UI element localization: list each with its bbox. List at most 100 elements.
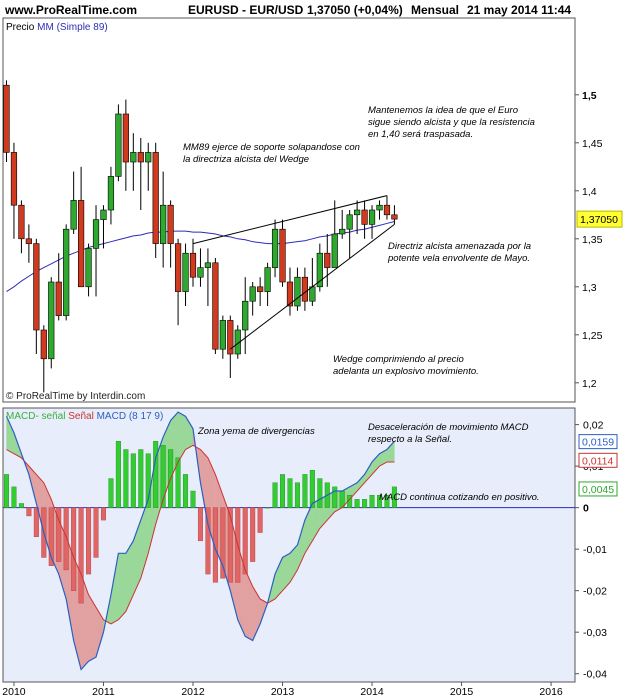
histogram-bar xyxy=(71,507,77,591)
annotation-macd-deceleration: Desaceleración de movimiento MACD respect… xyxy=(368,422,529,445)
candle xyxy=(152,142,159,258)
price-tick-label: 1,4 xyxy=(582,186,597,198)
candle-body xyxy=(137,152,144,163)
candle xyxy=(257,277,264,306)
candle xyxy=(33,238,40,354)
candle xyxy=(137,138,144,210)
x-tick-label: 2012 xyxy=(181,686,205,698)
x-tick-label: 2013 xyxy=(271,686,295,698)
histogram-bar xyxy=(369,494,375,508)
candle-body xyxy=(331,233,338,268)
candle-body xyxy=(63,228,70,316)
histogram-bar xyxy=(332,486,338,508)
candle-body xyxy=(368,209,376,225)
candle-body xyxy=(339,228,346,235)
candle xyxy=(264,262,271,306)
candle xyxy=(316,243,323,292)
histogram-bar xyxy=(130,453,136,508)
candle-body xyxy=(18,204,25,240)
price-y-axis: 1,2 1,25 1,3 1,35 1,4 1,45 1,5 1,37050 xyxy=(575,90,623,390)
symbol-name: EURUSD - EUR/USD xyxy=(188,3,304,17)
candle-body xyxy=(48,281,55,360)
candle xyxy=(242,277,249,354)
candle-body xyxy=(182,252,189,292)
price-tick-label: 1,3 xyxy=(582,282,597,294)
wedge-lower-line xyxy=(229,224,395,350)
candle-body xyxy=(197,267,204,278)
histogram-bar xyxy=(227,507,233,583)
price-tick-label: 1,5 xyxy=(582,90,597,102)
candle xyxy=(376,200,383,220)
candle-body xyxy=(115,113,122,177)
price-panel-frame xyxy=(2,17,576,403)
histogram-bar xyxy=(123,449,129,508)
candle-body xyxy=(55,281,62,316)
candle-body xyxy=(78,200,85,288)
copyright-label: © ProRealTime by Interdin.com xyxy=(6,391,145,402)
candle xyxy=(85,243,92,297)
candle xyxy=(249,282,256,316)
candle xyxy=(383,195,391,220)
candle-body xyxy=(324,252,331,268)
annotation-trendline-threat: Directriz alcista amenazada por la potent… xyxy=(387,241,531,264)
histogram-bar xyxy=(391,486,397,508)
histogram-bar xyxy=(26,507,32,517)
histogram-bar xyxy=(197,507,203,542)
candle-body xyxy=(257,286,264,292)
candle xyxy=(70,171,77,234)
candle-body xyxy=(130,152,137,163)
candle-body xyxy=(376,204,383,211)
candle xyxy=(197,248,204,287)
svg-text:Mantenemos la idea de que el E: Mantenemos la idea de que el Euro sigue s… xyxy=(368,105,535,140)
histogram-bar xyxy=(220,507,226,579)
histogram-bar xyxy=(108,478,114,508)
candle-body xyxy=(92,219,100,249)
moving-average-layer xyxy=(6,221,395,293)
candle xyxy=(3,80,10,162)
candle xyxy=(63,224,70,321)
histogram-bar xyxy=(280,474,286,508)
candle xyxy=(227,315,234,378)
header-datetime: 21 may 2014 11:44 xyxy=(467,3,572,17)
histogram-bar xyxy=(257,507,263,533)
candle-body xyxy=(204,262,212,268)
macd-value-label: 0,0159 xyxy=(582,437,614,449)
site-url[interactable]: www.ProRealTime.com xyxy=(5,3,138,17)
candle-body xyxy=(242,300,249,331)
candle xyxy=(219,315,226,359)
candle-body xyxy=(286,281,294,307)
candle-body xyxy=(271,228,279,268)
candle xyxy=(346,210,353,258)
candle xyxy=(18,200,25,254)
last-price-change: 1,37050 (+0,04%) xyxy=(307,3,403,17)
histogram-bar xyxy=(145,453,151,508)
macd-tick-label: -0,03 xyxy=(583,627,607,639)
histogram-bar xyxy=(3,474,9,508)
svg-text:MACD continua cotizando en pos: MACD continua cotizando en positivo. xyxy=(379,492,540,503)
candle-body xyxy=(354,209,361,216)
candle-body xyxy=(3,84,10,153)
histogram-bar xyxy=(56,507,62,562)
candle-body xyxy=(70,200,77,230)
annotation-resistance: Mantenemos la idea de que el Euro sigue s… xyxy=(368,105,535,140)
candlestick-series xyxy=(3,80,398,393)
candle xyxy=(286,267,294,316)
candle xyxy=(354,200,361,234)
candle xyxy=(182,243,189,306)
candle xyxy=(160,171,167,268)
histogram-bar xyxy=(33,507,39,537)
candle xyxy=(294,267,301,311)
macd-tick-label: -0,02 xyxy=(583,586,607,598)
candle-body xyxy=(145,152,152,163)
candle-body xyxy=(174,243,182,292)
macd-tick-label: -0,04 xyxy=(583,669,607,681)
candle xyxy=(174,238,182,326)
candle xyxy=(279,219,286,287)
histogram-bar xyxy=(183,474,189,508)
candle xyxy=(115,104,122,182)
macd-line xyxy=(5,411,395,671)
histogram-bar xyxy=(175,457,181,508)
histogram-bar xyxy=(205,507,211,575)
candle-body xyxy=(10,152,18,206)
